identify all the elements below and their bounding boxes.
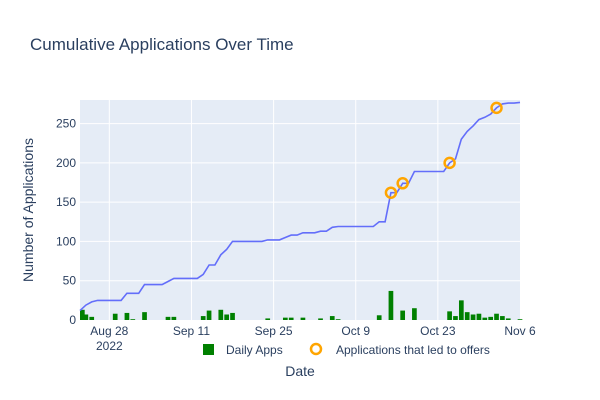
legend-swatch-daily-apps: [203, 344, 214, 355]
daily-bar: [288, 317, 294, 320]
x-tick-label: Oct 9: [341, 324, 370, 338]
x-tick-label: Aug 28: [90, 324, 128, 338]
y-tick-label: 200: [56, 156, 76, 170]
daily-bar: [200, 316, 206, 320]
x-tick-label: Sep 11: [173, 324, 210, 338]
daily-bar: [318, 318, 323, 320]
daily-bar: [89, 316, 95, 320]
daily-bar: [130, 319, 136, 320]
daily-bar: [488, 316, 494, 320]
legend[interactable]: Daily Apps Applications that led to offe…: [203, 342, 490, 357]
daily-bar: [300, 317, 306, 320]
daily-bar: [500, 316, 505, 320]
daily-bar: [476, 313, 482, 320]
x-tick-label: Oct 23: [420, 324, 456, 338]
daily-bar: [171, 316, 177, 320]
legend-swatch-offers: [309, 342, 323, 356]
x-axis-label: Date: [285, 363, 315, 379]
daily-bar: [282, 317, 288, 320]
daily-bar: [230, 312, 235, 320]
daily-bar: [517, 319, 523, 320]
daily-bar: [165, 316, 171, 320]
offer-marker: [384, 186, 398, 199]
daily-bar: [224, 314, 230, 320]
y-tick-label: 100: [56, 234, 76, 248]
daily-bar: [447, 311, 452, 320]
daily-bar: [464, 312, 470, 320]
offer-marker: [443, 156, 456, 170]
y-axis-label: Number of Applications: [20, 138, 36, 282]
daily-bar: [470, 314, 476, 320]
daily-bar: [206, 310, 212, 320]
y-tick-label: 250: [56, 117, 76, 131]
offer-marker: [490, 101, 503, 115]
daily-bar: [412, 308, 417, 320]
daily-bar: [329, 316, 335, 320]
y-axis-ticks: 0 50 100 150 200 250: [56, 117, 76, 327]
x-tick-sublabel: 2022: [96, 339, 123, 353]
daily-bar: [453, 316, 458, 320]
daily-bar: [505, 318, 511, 320]
daily-bar: [400, 310, 406, 320]
gridlines: [80, 100, 520, 320]
daily-bar: [376, 315, 382, 320]
daily-bar: [265, 318, 271, 320]
y-tick-label: 50: [63, 274, 77, 288]
offer-marker: [396, 177, 409, 190]
y-tick-label: 150: [56, 195, 76, 209]
legend-label-daily-apps: Daily Apps: [226, 343, 283, 357]
daily-bar: [458, 300, 464, 320]
x-tick-label: Nov 6: [504, 324, 536, 338]
y-tick-label: 0: [69, 313, 76, 327]
daily-bars: [80, 290, 523, 320]
daily-bar: [482, 317, 488, 320]
daily-bar: [80, 309, 85, 320]
chart-title: Cumulative Applications Over Time: [30, 35, 294, 54]
daily-bar: [494, 313, 499, 320]
daily-bar: [218, 309, 224, 320]
legend-label-offers: Applications that led to offers: [336, 343, 490, 357]
offer-markers: [384, 101, 503, 199]
daily-bar: [388, 290, 394, 320]
plot-area: [80, 100, 520, 320]
daily-bar: [142, 312, 147, 320]
daily-bar: [112, 313, 118, 320]
daily-bar: [335, 319, 341, 320]
daily-bar: [124, 312, 130, 320]
daily-bar: [83, 314, 89, 320]
x-tick-label: Sep 25: [255, 324, 293, 338]
